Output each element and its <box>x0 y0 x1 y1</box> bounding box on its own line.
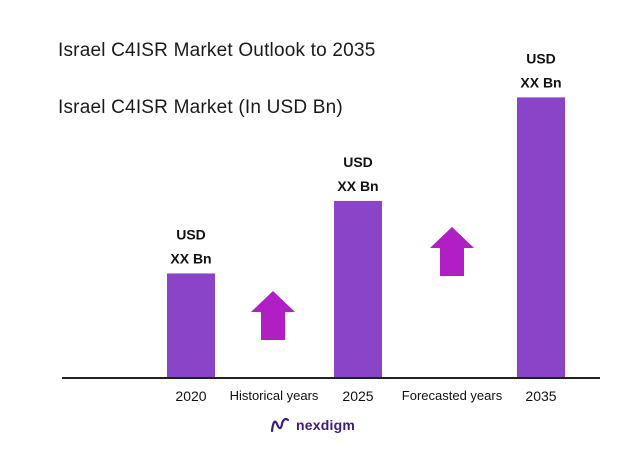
data-label-2025-line-1: USD <box>343 154 373 170</box>
chart-subtitle: Israel C4ISR Market (In USD Bn) <box>58 97 343 118</box>
chart-title: Israel C4ISR Market Outlook to 2035 <box>58 40 376 61</box>
bar-2025 <box>334 200 382 377</box>
period-label-2: Forecasted years <box>402 388 503 403</box>
up-arrow-icon-1 <box>251 291 295 340</box>
data-label-2020-line-1: USD <box>176 226 206 242</box>
data-label-2025-line-2: XX Bn <box>337 178 378 194</box>
nexdigm-logo: nexdigm <box>270 416 355 434</box>
bars-layer <box>167 97 565 377</box>
data-label-2035-line-2: XX Bn <box>520 74 561 90</box>
labels-layer: USD XX Bn 2020 USD XX Bn 2025 USD XX Bn 2035 Hist… <box>170 50 561 404</box>
arrows-layer <box>251 227 474 340</box>
category-label-2035: 2035 <box>525 388 556 404</box>
nexdigm-logo-text: nexdigm <box>296 417 355 433</box>
category-label-2025: 2025 <box>342 388 373 404</box>
bar-2020 <box>167 273 215 377</box>
data-label-2020-line-2: XX Bn <box>170 250 211 266</box>
category-label-2020: 2020 <box>175 388 206 404</box>
up-arrow-icon-2 <box>430 227 474 276</box>
period-label-1: Historical years <box>230 388 319 403</box>
nexdigm-logo-icon <box>270 417 290 433</box>
data-label-2035-line-1: USD <box>526 50 556 66</box>
bar-2035 <box>517 97 565 377</box>
